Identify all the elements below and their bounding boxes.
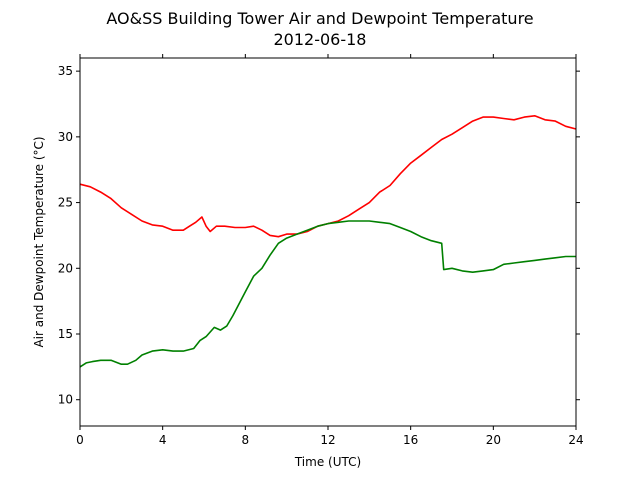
x-tick-label: 0: [76, 433, 84, 447]
y-tick-label: 10: [58, 393, 73, 407]
y-tick-label: 30: [58, 130, 73, 144]
x-tick-label: 16: [403, 433, 418, 447]
series-line-1: [79, 220, 576, 368]
plot-frame: [79, 57, 577, 427]
x-tick-label: 20: [486, 433, 501, 447]
y-tick-label: 25: [58, 196, 73, 210]
chart-subtitle: 2012-06-18: [274, 30, 367, 49]
y-tick-label: 20: [58, 261, 73, 275]
x-tick-label: 8: [242, 433, 250, 447]
chart-title: AO&SS Building Tower Air and Dewpoint Te…: [106, 9, 533, 28]
x-tick-label: 24: [568, 433, 583, 447]
x-tick-label: 12: [320, 433, 335, 447]
x-tick-label: 4: [159, 433, 167, 447]
ticks-layer: 0 4 8 12 16 20 24 10 15 20 25 30 35: [58, 54, 584, 447]
y-tick-label: 35: [58, 64, 73, 78]
series-layer: [79, 115, 577, 368]
x-axis-label: Time (UTC): [294, 455, 361, 469]
y-tick-label: 15: [58, 327, 73, 341]
series-line-0: [79, 115, 577, 238]
y-axis-label: Air and Dewpoint Temperature (°C): [32, 136, 46, 347]
